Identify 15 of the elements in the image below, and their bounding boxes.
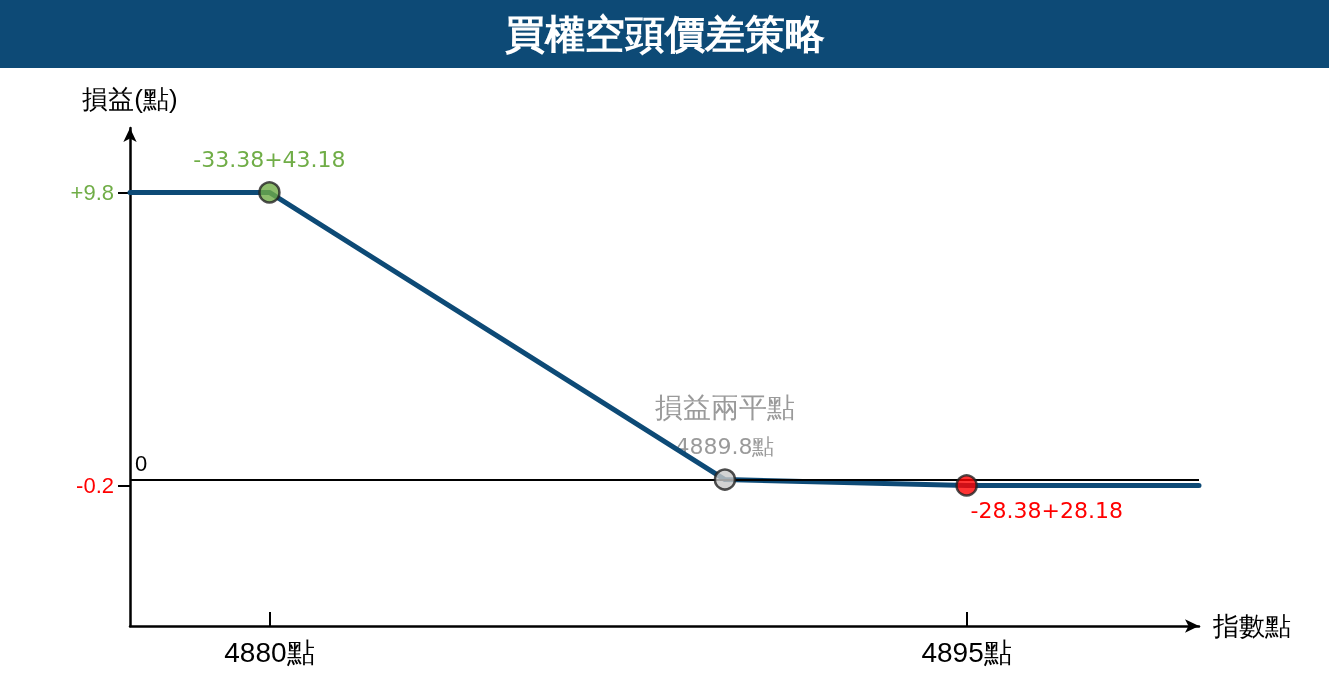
annotation: -33.38+43.18 bbox=[193, 146, 346, 172]
annotation: -28.38+28.18 bbox=[970, 497, 1123, 523]
point bbox=[713, 468, 737, 491]
point bbox=[955, 474, 978, 497]
annotation: 損益兩平點 bbox=[654, 391, 795, 425]
y-tick-label: +9.8 bbox=[70, 179, 114, 205]
chart-title: 買權空頭價差策略 bbox=[0, 0, 1329, 68]
ref-line-label: 0 bbox=[135, 451, 148, 477]
annotation: 4889.8點 bbox=[675, 434, 775, 460]
y-tick-label: -0.2 bbox=[76, 472, 114, 498]
x-axis-title: 指數點 bbox=[1212, 611, 1291, 641]
y-axis-title: 損益(點) bbox=[82, 84, 178, 114]
x-tick-label: 4880點 bbox=[224, 636, 315, 668]
point bbox=[258, 181, 281, 204]
x-tick-label: 4895點 bbox=[921, 636, 1012, 668]
